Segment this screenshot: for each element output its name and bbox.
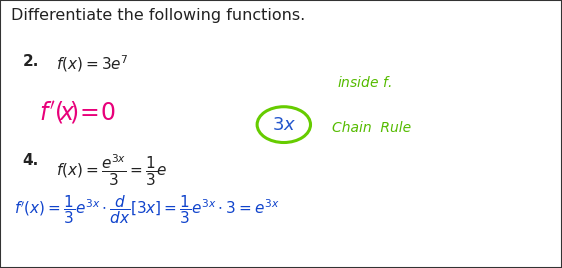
Text: inside $f$.: inside $f$. xyxy=(337,75,392,90)
Text: 2.: 2. xyxy=(22,54,39,69)
Text: $f(x) = \dfrac{e^{3x}}{3} = \dfrac{1}{3}e$: $f(x) = \dfrac{e^{3x}}{3} = \dfrac{1}{3}… xyxy=(56,153,168,188)
Text: $3x$: $3x$ xyxy=(271,116,296,134)
Text: Differentiate the following functions.: Differentiate the following functions. xyxy=(11,8,306,23)
Text: $f'(\!x\!)\!=\!0$: $f'(\!x\!)\!=\!0$ xyxy=(39,99,116,126)
Text: $f(x) = 3e^7$: $f(x) = 3e^7$ xyxy=(56,54,129,74)
Text: 4.: 4. xyxy=(22,153,39,168)
Text: $f'(x)=\dfrac{1}{3}e^{3x}\cdot\dfrac{d}{dx}[3x]=\dfrac{1}{3}e^{3x}\cdot 3 = e^{3: $f'(x)=\dfrac{1}{3}e^{3x}\cdot\dfrac{d}{… xyxy=(14,194,279,226)
Text: Chain  Rule: Chain Rule xyxy=(332,121,411,135)
